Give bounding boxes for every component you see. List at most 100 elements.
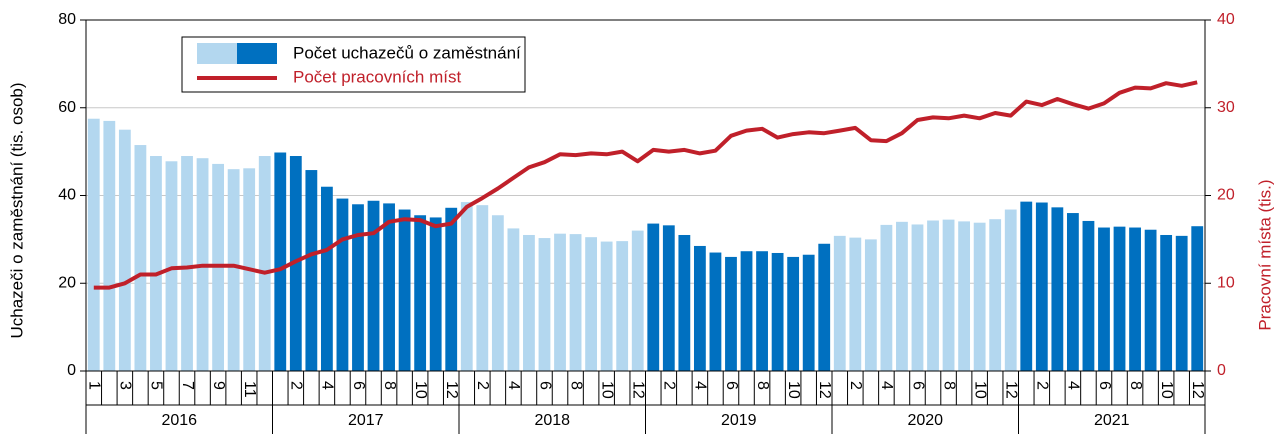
x-tick-label: 3: [117, 381, 134, 390]
bar: [1144, 229, 1157, 371]
bar: [383, 203, 395, 371]
bar: [864, 239, 877, 371]
x-tick-label: 10: [412, 381, 429, 399]
x-tick-label: 6: [536, 381, 553, 390]
bar: [896, 221, 908, 371]
x-tick-label: 12: [1002, 381, 1019, 399]
bar: [507, 228, 520, 371]
x-tick-label: 4: [505, 381, 522, 390]
bar: [554, 233, 566, 371]
x-group-label: 2018: [534, 412, 570, 429]
x-tick-label: 6: [350, 381, 367, 390]
x-group-label: 2021: [1094, 412, 1130, 429]
x-tick-label: 10: [971, 381, 988, 399]
x-group-label: 2019: [721, 412, 757, 429]
y-tick-label: 60: [58, 99, 76, 116]
bar: [647, 223, 660, 371]
bar: [662, 225, 675, 371]
y-axis-label: Uchazeči o zaměstnání (tis. osob): [7, 82, 26, 338]
x-tick-label: 7: [179, 381, 196, 390]
bar: [1098, 227, 1110, 371]
x-tick-label: 10: [1158, 381, 1175, 399]
legend-label: Počet pracovních míst: [293, 67, 461, 86]
bar: [958, 221, 971, 371]
bar: [585, 237, 598, 371]
x-tick-label: 12: [816, 381, 833, 399]
bar: [491, 215, 504, 371]
x-tick-label: 12: [443, 381, 460, 399]
x-tick-label: 2: [474, 381, 491, 390]
bar: [87, 118, 100, 371]
x-group-label: 2020: [907, 412, 943, 429]
y2-tick-label: 20: [1217, 187, 1235, 204]
bar: [756, 251, 768, 371]
bar: [429, 217, 442, 371]
bar: [1129, 227, 1141, 371]
bar: [1066, 213, 1079, 371]
bar: [693, 245, 706, 371]
x-tick-label: 4: [692, 381, 709, 390]
x-tick-label: 12: [1189, 381, 1206, 399]
y-tick-label: 20: [58, 274, 76, 291]
x-tick-label: 4: [319, 381, 336, 390]
x-tick-label: 6: [723, 381, 740, 390]
x-tick-label: 11: [241, 381, 258, 398]
x-tick-label: 2: [661, 381, 678, 390]
bar: [725, 256, 737, 371]
bar: [1113, 226, 1126, 371]
bar: [398, 209, 411, 371]
x-tick-label: 6: [909, 381, 926, 390]
bar: [274, 152, 287, 371]
x-group-label: 2017: [348, 412, 384, 429]
bar: [787, 256, 800, 371]
bar: [989, 219, 1002, 371]
bar: [616, 241, 629, 371]
bar: [1160, 234, 1173, 371]
bar: [367, 200, 380, 371]
x-tick-label: 10: [598, 381, 615, 399]
bar: [942, 219, 955, 371]
legend-swatch-light: [197, 43, 237, 64]
bar: [1051, 207, 1064, 371]
x-tick-label: 10: [785, 381, 802, 399]
y2-axis-label: Pracovní místa (tis.): [1255, 179, 1274, 330]
bar: [880, 224, 893, 371]
bar: [414, 215, 427, 371]
bar: [1191, 226, 1204, 371]
x-tick-label: 8: [940, 381, 957, 390]
bar: [538, 238, 551, 371]
x-tick-label: 9: [210, 381, 227, 390]
bar: [833, 235, 846, 371]
y2-tick-label: 40: [1217, 11, 1235, 28]
x-tick-label: 5: [148, 381, 165, 390]
x-tick-label: 4: [1065, 381, 1082, 390]
x-tick-label: 2: [847, 381, 864, 390]
bar: [523, 234, 535, 371]
legend-label: Počet uchazečů o zaměstnání: [293, 43, 521, 62]
bar: [181, 156, 193, 371]
y2-tick-label: 0: [1217, 362, 1226, 379]
bar: [1082, 220, 1095, 371]
bar: [134, 145, 147, 371]
bar: [352, 204, 364, 371]
y-tick-label: 80: [58, 11, 76, 28]
bar: [709, 252, 722, 371]
line: [93, 80, 1198, 290]
bar: [165, 161, 178, 371]
bar: [227, 169, 240, 371]
bar: [1035, 202, 1048, 371]
x-tick-label: 12: [629, 381, 646, 399]
bar: [336, 198, 349, 371]
bar: [678, 234, 691, 371]
bar: [1175, 235, 1188, 371]
x-tick-label: 8: [567, 381, 584, 390]
bar: [973, 222, 986, 371]
bar: [569, 234, 582, 371]
y-tick-label: 0: [67, 362, 76, 379]
bar: [740, 251, 753, 371]
legend-swatch-dark: [237, 43, 277, 64]
bar: [305, 170, 318, 371]
bar: [1020, 201, 1033, 371]
x-tick-label: 8: [381, 381, 398, 390]
